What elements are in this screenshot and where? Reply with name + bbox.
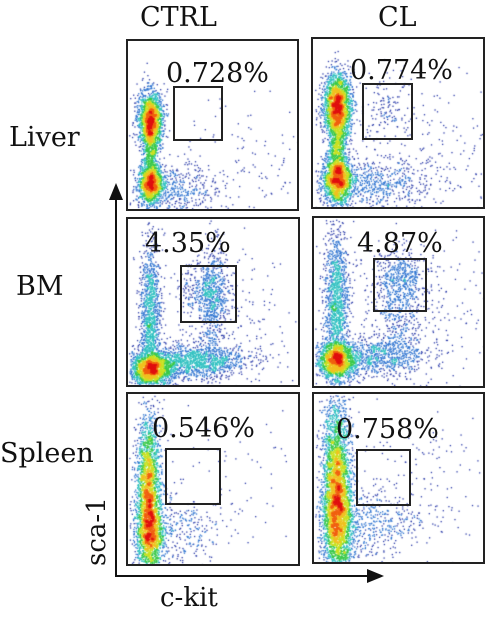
gate-box <box>362 83 413 140</box>
column-label-cl: CL <box>378 2 417 33</box>
gate-percent: 0.774% <box>350 55 453 86</box>
x-axis-arrowhead <box>367 569 384 583</box>
gate-percent: 4.35% <box>145 228 231 259</box>
row-label-bm: BM <box>16 271 64 302</box>
gate-box <box>373 258 427 312</box>
gate-box <box>356 449 411 506</box>
density-plot <box>314 218 483 386</box>
row-label-liver: Liver <box>9 122 80 153</box>
gate-box <box>165 448 221 505</box>
gate-percent: 0.758% <box>336 414 439 445</box>
gate-percent: 0.728% <box>166 58 269 89</box>
row-label-spleen: Spleen <box>0 438 94 469</box>
x-axis-label: c-kit <box>160 583 218 613</box>
density-plot <box>313 39 483 207</box>
gate-box <box>180 265 237 323</box>
panel-bm-cl: 4.87% <box>312 216 485 388</box>
y-axis-label: sca-1 <box>82 497 112 566</box>
gate-box <box>173 86 223 141</box>
panel-spleen-ctrl: 0.546% <box>126 392 300 566</box>
column-label-ctrl: CTRL <box>140 2 217 33</box>
density-plot <box>128 41 297 209</box>
panel-spleen-cl: 0.758% <box>312 392 485 564</box>
y-axis-arrowhead <box>109 183 123 200</box>
panel-liver-ctrl: 0.728% <box>126 39 299 211</box>
density-plot <box>128 394 298 564</box>
density-plot <box>128 219 298 385</box>
panel-liver-cl: 0.774% <box>311 37 485 209</box>
panel-bm-ctrl: 4.35% <box>126 217 300 387</box>
gate-percent: 0.546% <box>152 413 255 444</box>
density-plot <box>314 394 483 562</box>
gate-percent: 4.87% <box>357 228 443 259</box>
